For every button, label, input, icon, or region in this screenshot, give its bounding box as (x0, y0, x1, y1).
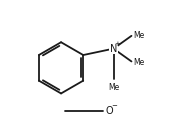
Text: N: N (110, 44, 117, 54)
Text: O: O (105, 106, 113, 116)
Text: −: − (111, 104, 117, 109)
Text: Me: Me (133, 31, 145, 40)
Text: Me: Me (133, 58, 145, 67)
Text: Me: Me (108, 83, 119, 92)
Text: +: + (115, 41, 121, 47)
